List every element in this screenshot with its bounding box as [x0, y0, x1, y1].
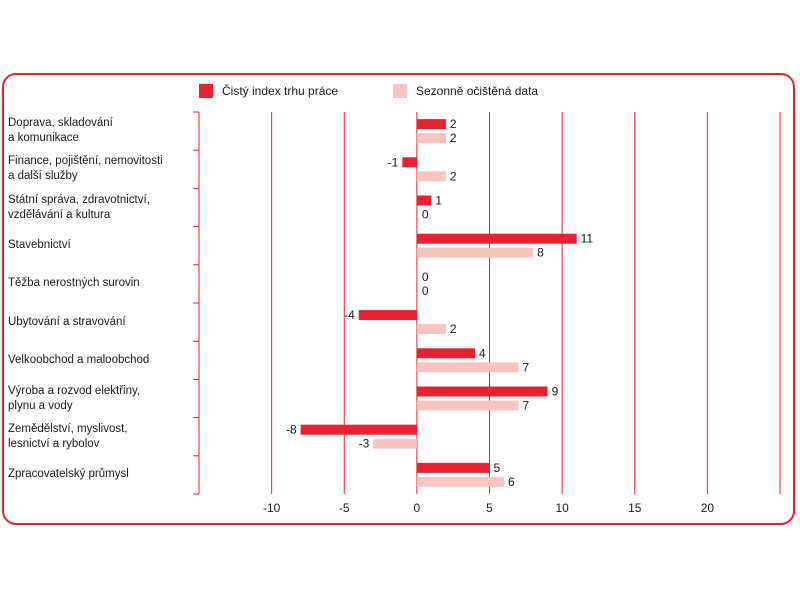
x-tick-label: -5 — [339, 501, 350, 515]
category-label: Zemědělství, myslivost, lesnictví a rybol… — [8, 422, 193, 452]
category-label-line: Doprava, skladování — [8, 117, 113, 130]
category-label-line: Stavebnictví — [8, 239, 71, 252]
category-label: Finance, pojištění, nemovitosti a další s… — [8, 154, 193, 184]
x-tick-label: 5 — [486, 501, 493, 515]
bar-index — [402, 157, 417, 168]
legend-item-adjusted: Sezonně očištěná data — [393, 84, 538, 98]
bar-adjusted — [373, 438, 417, 449]
value-label-index: -4 — [344, 308, 355, 322]
legend-swatch-adjusted — [393, 84, 407, 98]
category-label: Doprava, skladování a komunikace — [8, 116, 193, 146]
value-label-index: 9 — [552, 385, 559, 399]
chart-frame — [2, 73, 795, 525]
bar-index — [416, 119, 446, 130]
value-label-adjusted: 6 — [508, 475, 515, 489]
bar-adjusted — [416, 362, 519, 373]
bar-index — [416, 195, 432, 206]
bar-index — [416, 386, 548, 397]
bar-index — [416, 233, 577, 244]
bar-adjusted — [416, 476, 505, 487]
category-label-line: Státní správa, zdravotnictví, — [8, 193, 150, 206]
bar-index — [300, 424, 417, 435]
legend-label-index: Čistý index trhu práce — [222, 84, 339, 98]
legend-label-adjusted: Sezonně očištěná data — [416, 84, 539, 98]
value-label-index: 0 — [422, 270, 429, 284]
category-label: Ubytování a stravování — [8, 315, 193, 330]
x-tick-label: 0 — [414, 501, 421, 515]
category-label-line: Finance, pojištění, nemovitosti — [8, 155, 163, 168]
value-label-adjusted: 8 — [537, 246, 544, 260]
bar-index — [416, 462, 490, 473]
category-label-line: Velkoobchod a maloobchod — [8, 353, 150, 366]
category-label-line: Ubytování a stravování — [8, 315, 126, 328]
category-label-line: vzdělávání a kultura — [8, 208, 111, 221]
bar-index — [416, 348, 475, 359]
category-label-line: a další služby — [8, 170, 78, 183]
bar-index — [358, 310, 417, 321]
value-label-adjusted: 7 — [523, 360, 530, 374]
value-label-adjusted: 7 — [523, 399, 530, 413]
category-label-line: a komunikace — [8, 132, 79, 145]
legend-swatch-index — [199, 84, 213, 98]
x-tick-label: -10 — [263, 501, 281, 515]
legend-item-index: Čistý index trhu práce — [199, 84, 338, 98]
category-label-line: plynu a vody — [8, 399, 73, 412]
x-tick-label: 15 — [628, 501, 642, 515]
bar-adjusted — [416, 171, 446, 182]
category-label-line: Těžba nerostných surovin — [8, 277, 140, 290]
value-label-adjusted: 2 — [450, 131, 457, 145]
bar-adjusted — [416, 247, 534, 258]
category-label: Těžba nerostných surovin — [8, 276, 193, 291]
category-label-line: lesnictví a rybolov — [8, 437, 100, 450]
category-label: Velkoobchod a maloobchod — [8, 353, 193, 368]
category-label: Státní správa, zdravotnictví, vzdělávání … — [8, 193, 193, 223]
category-label-line: Výroba a rozvod elektřiny, — [8, 384, 141, 397]
bar-adjusted — [416, 324, 446, 335]
value-label-index: 11 — [581, 232, 594, 246]
value-label-adjusted: 0 — [422, 284, 429, 298]
category-label: Zpracovatelský průmysl — [8, 467, 193, 482]
value-label-adjusted: -3 — [359, 437, 370, 451]
category-label: Stavebnictví — [8, 238, 193, 253]
category-label-line: Zemědělství, myslivost, — [8, 422, 128, 435]
x-tick-label: 10 — [555, 501, 569, 515]
value-label-index: 1 — [435, 194, 442, 208]
value-label-adjusted: 0 — [422, 208, 429, 222]
category-label: Výroba a rozvod elektřiny, plynu a vody — [8, 384, 193, 414]
value-label-adjusted: 2 — [450, 322, 457, 336]
value-label-adjusted: 2 — [450, 169, 457, 183]
value-label-index: 5 — [494, 461, 501, 475]
value-label-index: 4 — [479, 346, 486, 360]
bar-adjusted — [416, 133, 446, 144]
value-label-index: -1 — [388, 155, 399, 169]
x-tick-label: 20 — [701, 501, 715, 515]
value-label-index: -8 — [286, 423, 297, 437]
category-label-line: Zpracovatelský průmysl — [8, 468, 129, 481]
bar-adjusted — [416, 400, 519, 411]
value-label-index: 2 — [450, 117, 457, 131]
